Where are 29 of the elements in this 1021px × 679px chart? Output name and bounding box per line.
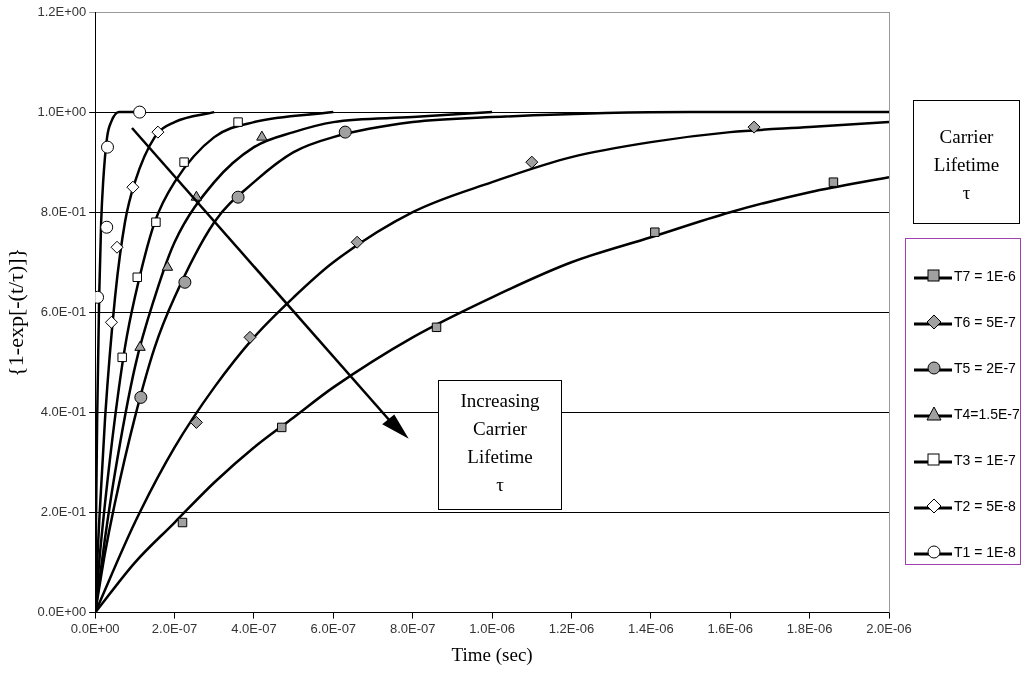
y-tick-label: 4.0E-01: [40, 403, 87, 419]
x-axis-title: Time (sec): [451, 643, 533, 666]
text-box: Carrier Lifetime τ: [913, 100, 1020, 224]
x-tick-label: 2.0E-06: [866, 620, 912, 636]
legend-label: T5 = 2E-7: [954, 360, 1016, 376]
x-tick-label: 8.0E-07: [389, 620, 436, 636]
x-tick-label: 4.0E-07: [231, 620, 277, 636]
legend-label: T7 = 1E-6: [954, 268, 1016, 284]
legend-label: T1 = 1E-8: [954, 544, 1016, 560]
legend-label: T3 = 1E-7: [954, 452, 1016, 468]
legend-label: T6 = 5E-7: [954, 314, 1016, 330]
y-tick-label: 1.0E+00: [37, 103, 87, 119]
legend-label: T4=1.5E-7: [954, 406, 1020, 422]
x-tick-label: 1.4E-06: [628, 620, 674, 636]
y-tick-label: 0.0E+00: [37, 604, 87, 620]
x-tick-label: 1.2E-06: [548, 620, 595, 636]
y-axis-title: {1-exp[-(t/τ)]}: [2, 247, 28, 377]
y-tick-label: 2.0E-01: [40, 504, 87, 520]
y-tick-label: 1.2E+00: [37, 3, 87, 19]
y-tick-label: 8.0E-01: [40, 203, 87, 219]
x-tick-label: 0.0E+00: [70, 620, 120, 636]
x-tick-label: 6.0E-07: [310, 620, 357, 636]
y-tick-label: 6.0E-01: [40, 303, 87, 319]
text-box: Increasing Carrier Lifetime τ: [438, 380, 562, 510]
x-tick-label: 1.0E-06: [469, 620, 515, 636]
x-tick-label: 2.0E-07: [151, 620, 198, 636]
x-tick-label: 1.6E-06: [707, 620, 754, 636]
x-tick-label: 1.8E-06: [786, 620, 833, 636]
legend-label: T2 = 5E-8: [954, 498, 1016, 514]
